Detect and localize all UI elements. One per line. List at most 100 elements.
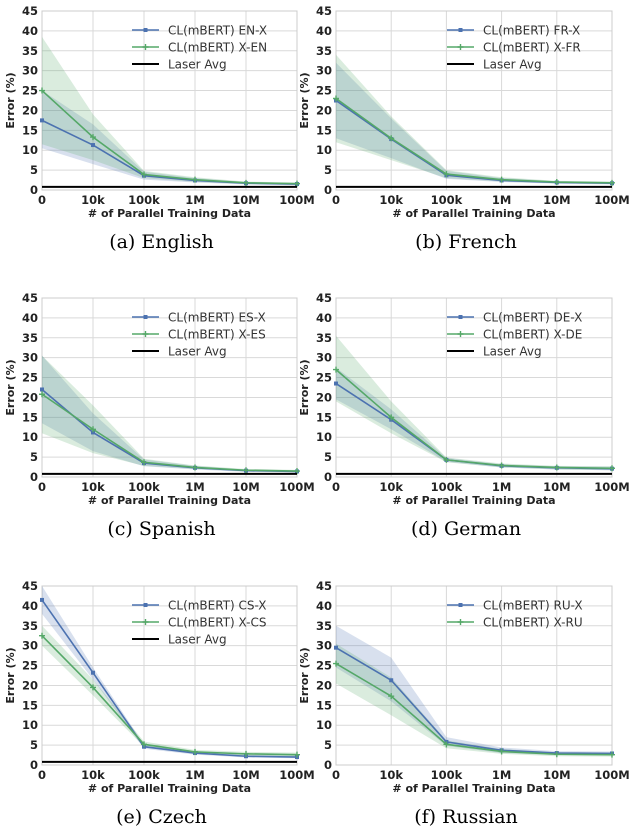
confidence-band-1 [42, 625, 297, 757]
y-tick-label: 15 [22, 410, 38, 424]
data-point [91, 143, 95, 148]
y-tick-label: 30 [316, 64, 332, 78]
y-tick-label: 5 [30, 163, 38, 177]
legend-marker [457, 331, 464, 337]
data-point [90, 134, 96, 141]
x-tick-label: 10k [379, 768, 403, 782]
series-line-1 [41, 89, 298, 185]
y-tick-label: 10 [316, 430, 332, 444]
y-tick-label: 10 [22, 143, 38, 157]
panel-caption: (f) Russian [414, 806, 518, 828]
plot-frame [41, 585, 298, 766]
x-axis-label: # of Parallel Training Data [392, 782, 555, 795]
y-tick-label: 25 [316, 659, 332, 673]
x-axis-label: # of Parallel Training Data [88, 494, 251, 507]
data-point [243, 467, 249, 474]
panel-caption: (d) German [411, 518, 521, 540]
data-point [90, 426, 96, 433]
legend-label: CL(mBERT) CS-X [168, 599, 267, 613]
panel-caption: (a) English [109, 231, 214, 253]
x-tick-label: 10M [232, 768, 259, 782]
data-point [333, 95, 339, 102]
x-tick-label: 1M [185, 193, 204, 207]
y-tick-label: 5 [324, 450, 332, 464]
plot-frame [41, 297, 298, 478]
data-point [498, 462, 505, 469]
data-point [389, 678, 394, 683]
legend-label: CL(mBERT) X-RU [483, 616, 583, 630]
confidence-band-1 [336, 54, 612, 185]
data-point [388, 135, 395, 142]
y-tick-label: 35 [316, 44, 332, 58]
data-point [334, 381, 338, 386]
y-tick-label: 35 [316, 619, 332, 633]
x-tick-label: 10M [543, 193, 570, 207]
y-tick-label: 25 [316, 371, 332, 385]
y-tick-label: 25 [22, 659, 38, 673]
y-tick-label: 40 [22, 311, 38, 325]
legend-label: CL(mBERT) EN-X [168, 24, 267, 38]
plot-frame [41, 10, 298, 191]
panel-caption: (e) Czech [116, 806, 207, 828]
series-line-1 [41, 393, 298, 472]
legend-marker [458, 28, 463, 32]
legend-label: Laser Avg [168, 633, 227, 647]
confidence-band-1 [42, 36, 297, 185]
x-tick-label: 1M [492, 768, 511, 782]
legend-marker [143, 315, 148, 319]
legend-label: Laser Avg [483, 58, 542, 72]
y-tick-label: 0 [30, 470, 38, 484]
data-point [243, 750, 249, 757]
y-axis-label: Error (%) [298, 647, 311, 703]
x-tick-label: 100k [128, 193, 160, 207]
y-tick-label: 30 [22, 639, 38, 653]
y-tick-label: 15 [316, 698, 332, 712]
data-point [334, 645, 338, 650]
chart-panel-2: 0 5 10 15 20 25 30 35 40 45 0 10k 100k 1M 10M 100M # of … [4, 291, 315, 540]
data-point [388, 693, 395, 700]
data-point [333, 660, 339, 667]
data-point [294, 180, 300, 187]
x-tick-label: 10M [543, 768, 570, 782]
series-line-1 [41, 635, 298, 756]
y-tick-label: 35 [316, 331, 332, 345]
x-tick-label: 0 [38, 193, 46, 207]
x-tick-label: 10k [81, 768, 105, 782]
y-tick-label: 30 [22, 64, 38, 78]
x-tick-label: 1M [185, 480, 204, 494]
y-tick-label: 5 [324, 163, 332, 177]
legend-marker [143, 603, 148, 607]
confidence-band-0 [42, 90, 297, 186]
legend-label: Laser Avg [168, 58, 227, 72]
chart-panel-0: 0 5 10 15 20 25 30 35 40 45 0 10k 100k 1M 10M 100M # of … [4, 4, 315, 253]
data-point [91, 670, 95, 675]
data-point [39, 632, 45, 639]
chart-panel-3: 0 5 10 15 20 25 30 35 40 45 0 10k 100k 1M 10M 100M # of … [298, 291, 630, 540]
legend-label: CL(mBERT) X-FR [483, 41, 581, 55]
panel-caption: (b) French [415, 231, 517, 253]
data-point [91, 430, 95, 435]
y-tick-label: 35 [22, 331, 38, 345]
legend-marker [458, 603, 463, 607]
y-tick-label: 25 [22, 84, 38, 98]
series-line-1 [335, 368, 613, 470]
data-point [39, 391, 45, 398]
y-tick-label: 5 [324, 738, 332, 752]
x-tick-label: 100k [431, 193, 463, 207]
legend-label: CL(mBERT) RU-X [483, 599, 583, 613]
y-tick-label: 20 [316, 390, 332, 404]
confidence-band-1 [336, 643, 612, 757]
data-point [40, 118, 44, 123]
y-tick-label: 35 [22, 44, 38, 58]
legend-label: CL(mBERT) X-ES [168, 328, 266, 342]
data-point [498, 748, 505, 755]
x-tick-label: 10k [379, 193, 403, 207]
y-axis-label: Error (%) [298, 72, 311, 128]
x-tick-label: 100M [594, 768, 629, 782]
y-tick-label: 45 [22, 291, 38, 305]
y-tick-label: 15 [316, 410, 332, 424]
data-point [553, 751, 560, 758]
legend-marker [143, 28, 148, 32]
y-axis-label: Error (%) [298, 359, 311, 415]
